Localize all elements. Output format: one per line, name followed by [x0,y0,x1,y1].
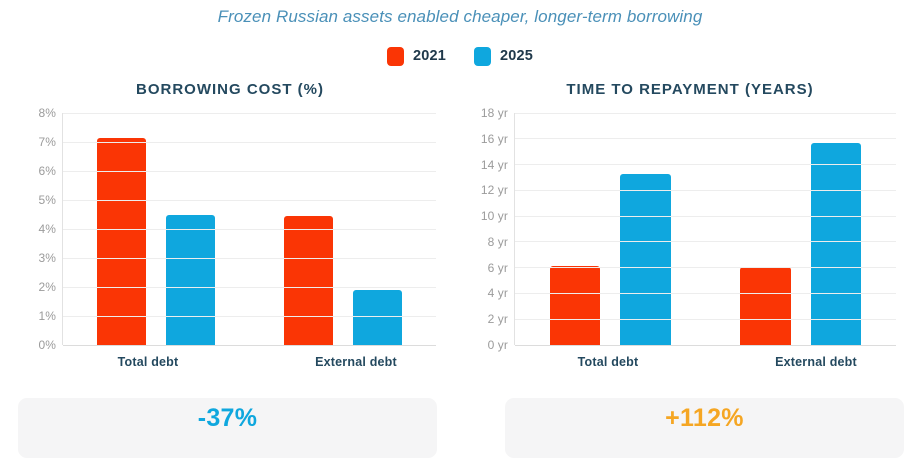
y-tick-label: 18 yr [480,106,508,120]
page-title: Frozen Russian assets enabled cheaper, l… [217,7,703,26]
bars-borrowing-cost [63,113,436,345]
legend-label-2021: 2021 [412,48,446,64]
y-tick-label: 8% [38,106,56,120]
legend-swatch-2021 [386,46,404,66]
y-tick-label: 3% [38,251,56,265]
chart-title-borrowing-cost: BORROWING COST (%) [136,81,324,98]
gridline [63,228,436,230]
chart-panel-borrowing-cost: BORROWING COST (%) 0% 1% 2% 3% 4% 5% 6% 7% 8% To… [0,81,460,369]
gridline [515,292,896,294]
plot-borrowing-cost: 0% 1% 2% 3% 4% 5% 6% 7% 8% [18,106,436,352]
chart-legend: 2021 2025 [0,45,920,67]
legend-item-2025: 2025 [474,46,534,66]
bar-2025-external-debt [352,289,402,345]
gridline [63,199,436,201]
y-tick-label: 12 yr [480,183,508,198]
gridline [63,257,436,259]
bar-2021-external-debt [283,215,333,345]
gridline [63,170,436,172]
plot-area-borrowing-cost [62,112,436,346]
gridline [515,112,896,114]
x-axis-borrowing-cost: Total debt External debt [0,355,460,369]
y-tick-label: 4 yr [487,286,508,301]
bar-2021-external-debt [740,267,791,345]
y-tick-label: 5% [38,193,56,207]
gridline [515,189,896,191]
stat-card-borrowing-cost: -37% [18,398,437,458]
gridline [515,241,896,243]
y-tick-label: 14 yr [480,157,508,172]
y-tick-label: 1% [38,309,56,323]
y-tick-label: 16 yr [480,131,508,146]
bar-2021-total-debt [97,137,147,345]
infographic-root: Frozen Russian assets enabled cheaper, l… [0,7,920,431]
charts-row: BORROWING COST (%) 0% 1% 2% 3% 4% 5% 6% 7% 8% To… [0,81,920,369]
gridline [515,215,896,217]
gridline [63,344,436,346]
chart-panel-time-to-repayment: TIME TO REPAYMENT (YEARS) 0 yr 2 yr 4 yr 6 … [460,81,920,369]
gridline [63,141,436,143]
gridline [63,315,436,317]
bar-2021-total-debt [549,266,601,345]
gridline [515,164,896,166]
y-tick-label: 6% [38,164,56,178]
bar-2025-total-debt [620,173,671,345]
y-tick-label: 10 yr [480,209,508,224]
y-tick-label: 8 yr [487,234,508,249]
gridline [63,112,436,114]
y-tick-label: 0% [38,338,56,352]
stat-card-value-borrowing-cost: -37% [197,404,258,432]
bars-time-to-repayment [515,113,896,345]
gridline [63,286,436,288]
y-tick-label: 2 yr [487,312,508,327]
gridline [515,318,896,320]
plot-time-to-repayment: 0 yr 2 yr 4 yr 6 yr 8 yr 10 yr 12 yr 14 yr 16 yr… [470,106,896,352]
y-tick-label: 4% [38,222,56,236]
stat-card-value-time-to-repayment: +112% [665,404,744,432]
x-label-external-debt: External debt [775,355,857,369]
y-tick-label: 2% [38,280,56,294]
y-tick-label: 7% [38,135,56,149]
gridline [515,344,896,346]
stat-cards-row: -37% +112% [0,398,920,458]
stat-card-time-to-repayment: +112% [505,398,904,458]
bar-2025-total-debt [166,214,216,345]
legend-label-2025: 2025 [500,48,534,64]
x-axis-time-to-repayment: Total debt External debt [460,355,920,369]
y-axis-time-to-repayment: 0 yr 2 yr 4 yr 6 yr 8 yr 10 yr 12 yr 14 yr 16 yr… [470,106,514,352]
chart-title-time-to-repayment: TIME TO REPAYMENT (YEARS) [566,81,814,98]
y-tick-label: 6 yr [487,260,508,275]
y-axis-borrowing-cost: 0% 1% 2% 3% 4% 5% 6% 7% 8% [18,106,62,352]
y-tick-label: 0 yr [487,338,508,352]
x-label-external-debt: External debt [315,355,397,369]
legend-item-2021: 2021 [386,46,446,66]
gridline [515,138,896,140]
x-label-total-debt: Total debt [577,355,639,369]
plot-area-time-to-repayment [514,112,896,346]
legend-swatch-2025 [474,46,491,66]
bar-2025-external-debt [810,142,862,345]
x-label-total-debt: Total debt [117,355,179,369]
gridline [515,267,896,269]
